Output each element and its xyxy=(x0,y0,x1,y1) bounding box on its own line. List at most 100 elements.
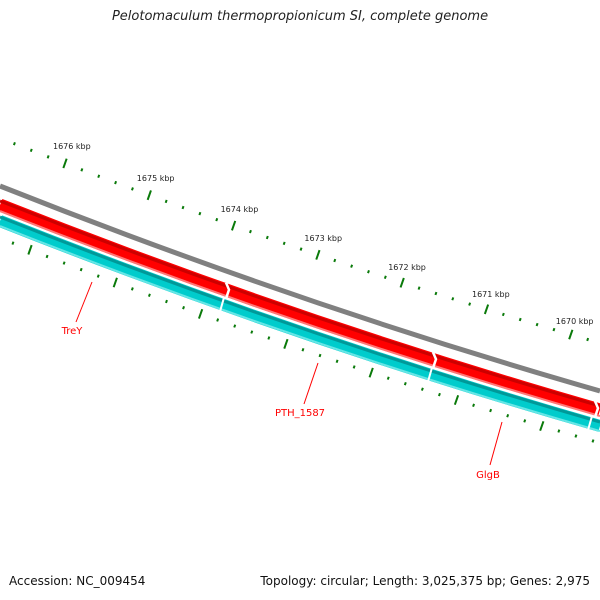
gene-label-leader xyxy=(489,421,503,466)
gene-label[interactable]: GlgB xyxy=(476,470,500,481)
gene-label[interactable]: TreY xyxy=(61,326,84,337)
accession-text: Accession: NC_009454 xyxy=(9,574,146,588)
inner-minor-tick xyxy=(335,359,339,364)
reverse-track-shade xyxy=(0,215,600,424)
reverse-gene-boundary xyxy=(219,297,225,312)
inner-major-tick xyxy=(283,338,289,349)
outer-minor-tick xyxy=(215,217,219,222)
inner-minor-tick xyxy=(250,330,254,334)
gene-label-leader xyxy=(75,281,93,323)
tick-label: 1673 kbp xyxy=(304,234,342,243)
outer-minor-tick xyxy=(131,187,134,191)
outer-major-tick xyxy=(146,190,152,201)
tracks xyxy=(0,183,600,432)
forward-gene-boundary xyxy=(224,282,231,300)
outer-minor-tick xyxy=(249,229,252,234)
tick-label: 1674 kbp xyxy=(221,205,259,214)
outer-minor-tick xyxy=(265,235,269,240)
reverse-gene-boundary xyxy=(427,367,433,382)
outer-minor-tick xyxy=(417,286,421,290)
labels: 1676 kbp 1675 kbp 1674 kbp 1673 kbp 1672 kbp… xyxy=(53,142,594,481)
inner-minor-tick xyxy=(182,305,185,310)
inner-minor-tick xyxy=(506,414,510,418)
outer-minor-tick xyxy=(586,337,590,342)
outer-minor-tick xyxy=(198,211,202,216)
tick-label: 1675 kbp xyxy=(137,174,175,183)
outer-minor-tick xyxy=(501,312,505,317)
outer-minor-tick xyxy=(434,291,438,296)
outer-minor-tick xyxy=(451,297,455,301)
inner-minor-tick xyxy=(472,403,475,408)
outer-minor-tick xyxy=(535,322,539,327)
inner-minor-tick xyxy=(79,267,83,272)
outer-minor-tick xyxy=(299,247,303,251)
inner-minor-tick xyxy=(62,261,66,265)
reverse-track-highlight xyxy=(0,225,600,432)
outer-minor-tick xyxy=(468,302,472,306)
inner-major-tick xyxy=(368,367,374,378)
reverse-gene-track xyxy=(0,215,600,432)
inner-minor-tick xyxy=(438,392,441,397)
inner-major-tick xyxy=(198,308,204,319)
gene-label[interactable]: PTH_1587 xyxy=(275,408,325,419)
inner-minor-tick xyxy=(45,254,49,259)
forward-gene-boundary xyxy=(593,400,600,418)
outer-minor-tick xyxy=(97,174,101,179)
outer-major-tick xyxy=(399,277,405,288)
tick-label: 1671 kbp xyxy=(472,290,510,299)
topology-text: Topology: circular; Length: 3,025,375 bp… xyxy=(260,574,590,588)
outer-major-tick xyxy=(315,249,321,260)
inner-major-tick xyxy=(453,394,460,406)
inner-minor-tick xyxy=(523,419,527,423)
tick-label: 1672 kbp xyxy=(388,263,426,272)
outer-major-tick xyxy=(568,329,574,340)
outer-minor-tick xyxy=(367,269,370,274)
inner-major-tick xyxy=(112,277,118,288)
inner-minor-tick xyxy=(574,434,578,438)
outer-minor-tick xyxy=(350,264,354,268)
inner-minor-tick xyxy=(267,336,271,340)
outer-minor-tick xyxy=(383,275,387,279)
inner-minor-tick xyxy=(11,241,15,245)
inner-minor-tick xyxy=(489,408,493,413)
inner-minor-tick xyxy=(216,318,220,322)
map-title: Pelotomaculum thermopropionicum SI, comp… xyxy=(111,9,489,24)
inner-major-tick xyxy=(539,420,545,432)
outer-minor-tick xyxy=(552,327,556,332)
inner-minor-tick xyxy=(96,274,100,278)
tick-label: 1676 kbp xyxy=(53,142,91,151)
inner-minor-tick xyxy=(301,348,305,352)
inner-minor-tick xyxy=(591,439,595,443)
inner-minor-tick xyxy=(557,429,561,433)
inner-minor-tick xyxy=(386,376,390,380)
outer-minor-tick xyxy=(80,168,84,172)
inner-minor-tick xyxy=(233,324,237,328)
forward-track-highlight xyxy=(0,210,600,417)
backbone-line xyxy=(0,183,600,394)
tick-marks xyxy=(11,141,595,443)
outer-minor-tick xyxy=(46,155,50,159)
inner-minor-tick xyxy=(403,381,407,386)
outer-minor-tick xyxy=(12,141,16,146)
reverse-gene-boundary xyxy=(587,415,593,431)
gene-label-leader xyxy=(303,362,319,405)
inner-minor-tick xyxy=(420,387,424,391)
outer-major-tick xyxy=(231,220,237,231)
forward-gene-track xyxy=(0,198,600,417)
forward-gene-boundary xyxy=(431,351,438,369)
inner-minor-tick xyxy=(352,365,356,369)
outer-minor-tick xyxy=(518,317,522,322)
tick-label: 1670 kbp xyxy=(556,317,594,326)
outer-minor-tick xyxy=(164,199,168,204)
outer-minor-tick xyxy=(29,148,33,153)
inner-minor-tick xyxy=(318,353,322,358)
outer-minor-tick xyxy=(181,205,185,210)
outer-minor-tick xyxy=(333,258,337,263)
inner-minor-tick xyxy=(147,293,151,297)
inner-minor-tick xyxy=(165,299,168,304)
outer-minor-tick xyxy=(114,180,118,185)
outer-major-tick xyxy=(62,158,68,169)
inner-minor-tick xyxy=(130,287,134,291)
outer-minor-tick xyxy=(282,241,286,246)
